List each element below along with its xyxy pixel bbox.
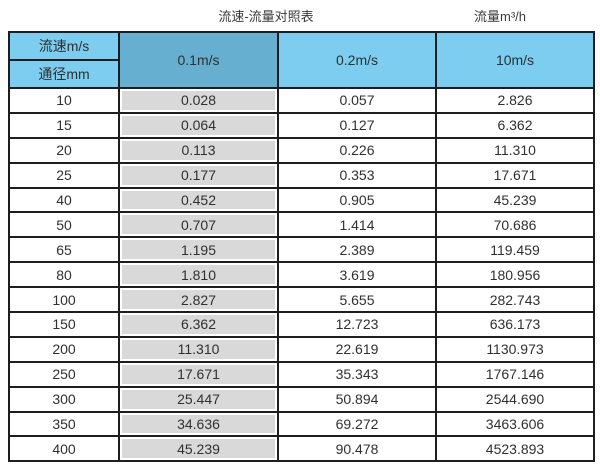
diameter-cell: 100	[8, 286, 120, 314]
flow-value-cell: 1.195	[118, 236, 279, 264]
flow-value-cell: 6.362	[435, 111, 595, 139]
diameter-cell: 250	[8, 360, 120, 388]
table-row: 10 0.028 0.057 2.826	[8, 87, 595, 114]
column-header-0.1ms: 0.1m/s	[118, 31, 279, 89]
diameter-cell: 15	[8, 111, 120, 139]
flow-rate-table: 流速m/s 0.1m/s 0.2m/s 10m/s 通径mm 10 0.028 0.…	[8, 31, 595, 463]
table-row: 15 0.064 0.127 6.362	[8, 111, 595, 139]
flow-value-cell: 1767.146	[435, 360, 595, 388]
flow-value-cell: 0.452	[118, 186, 279, 214]
diameter-cell: 150	[8, 311, 120, 338]
table-row: 80 1.810 3.619 180.956	[8, 261, 595, 289]
flow-value-cell: 2.389	[277, 236, 437, 264]
flow-value-cell: 0.057	[277, 87, 437, 114]
flow-value-cell: 1.810	[118, 261, 279, 289]
diameter-cell: 10	[8, 87, 120, 114]
diameter-cell: 350	[8, 410, 120, 438]
table-row: 350 34.636 69.272 3463.606	[8, 410, 595, 438]
table-row: 50 0.707 1.414 70.686	[8, 211, 595, 239]
flow-value-cell: 0.905	[277, 186, 437, 214]
table-row: 20 0.113 0.226 11.310	[8, 136, 595, 164]
flow-value-cell: 3.619	[277, 261, 437, 289]
flow-value-cell: 45.239	[435, 186, 595, 214]
flow-unit-title: 流量m³/h	[473, 9, 526, 24]
flow-value-cell: 636.173	[435, 311, 595, 338]
flow-value-cell: 35.343	[277, 360, 437, 388]
table-row: 300 25.447 50.894 2544.690	[8, 385, 595, 413]
flow-value-cell: 2.827	[118, 286, 279, 314]
table-row: 250 17.671 35.343 1767.146	[8, 360, 595, 388]
flow-value-cell: 1130.973	[435, 335, 595, 363]
table-row: 150 6.362 12.723 636.173	[8, 311, 595, 338]
table-row: 65 1.195 2.389 119.459	[8, 236, 595, 264]
flow-value-cell: 69.272	[277, 410, 437, 438]
flow-value-cell: 0.028	[118, 87, 279, 114]
flow-value-cell: 282.743	[435, 286, 595, 314]
diameter-cell: 40	[8, 186, 120, 214]
header-row-bottom: 通径mm	[8, 59, 594, 89]
flow-value-cell: 70.686	[435, 211, 595, 239]
flow-value-cell: 2.826	[435, 87, 595, 114]
table-row: 25 0.177 0.353 17.671	[8, 161, 595, 189]
flow-rate-table-body: 流速m/s 0.1m/s 0.2m/s 10m/s 通径mm 10 0.028 0.…	[8, 31, 595, 463]
flow-value-cell: 0.707	[118, 211, 279, 239]
flow-value-cell: 119.459	[435, 236, 595, 264]
flow-value-cell: 3463.606	[435, 410, 595, 438]
diameter-cell: 50	[8, 211, 120, 239]
flow-value-cell: 180.956	[435, 261, 595, 289]
flow-value-cell: 11.310	[118, 335, 279, 363]
column-header-0.2ms: 0.2m/s	[277, 31, 437, 89]
diameter-cell: 300	[8, 385, 120, 413]
flow-value-cell: 0.064	[118, 111, 279, 139]
flow-value-cell: 0.127	[277, 111, 437, 139]
header-row-top: 流速m/s 0.1m/s 0.2m/s 10m/s	[8, 31, 595, 89]
diameter-cell: 25	[8, 161, 120, 189]
flow-value-cell: 34.636	[118, 410, 279, 438]
flow-value-cell: 50.894	[277, 385, 437, 413]
table-row: 100 2.827 5.655 282.743	[8, 286, 595, 314]
flow-value-cell: 1.414	[277, 211, 437, 239]
diameter-cell: 80	[8, 261, 120, 289]
column-header-10ms: 10m/s	[435, 31, 595, 89]
flow-value-cell: 22.619	[277, 335, 437, 363]
flow-value-cell: 6.362	[118, 311, 279, 338]
title-row: 流速-流量对照表 流量m³/h	[0, 0, 600, 31]
diameter-cell: 65	[8, 236, 120, 264]
corner-diameter-label: 通径mm	[8, 59, 120, 89]
table-row: 40 0.452 0.905 45.239	[8, 186, 595, 214]
flow-value-cell: 0.177	[118, 161, 279, 189]
diameter-cell: 400	[8, 435, 120, 463]
flow-value-cell: 90.478	[277, 435, 437, 463]
flow-value-cell: 5.655	[277, 286, 437, 314]
diameter-cell: 200	[8, 335, 120, 363]
flow-value-cell: 4523.893	[435, 435, 595, 463]
flow-value-cell: 0.353	[277, 161, 437, 189]
flow-value-cell: 25.447	[118, 385, 279, 413]
flow-value-cell: 45.239	[118, 435, 279, 463]
diameter-cell: 20	[8, 136, 120, 164]
flow-value-cell: 11.310	[435, 136, 595, 164]
flow-value-cell: 17.671	[435, 161, 595, 189]
flow-value-cell: 12.723	[277, 311, 437, 338]
flow-value-cell: 17.671	[118, 360, 279, 388]
table-row: 200 11.310 22.619 1130.973	[8, 335, 595, 363]
table-row: 400 45.239 90.478 4523.893	[8, 435, 595, 463]
flow-value-cell: 0.226	[277, 136, 437, 164]
table-title: 流速-流量对照表	[218, 9, 314, 24]
corner-velocity-label: 流速m/s	[8, 31, 120, 61]
flow-value-cell: 2544.690	[435, 385, 595, 413]
flow-value-cell: 0.113	[118, 136, 279, 164]
